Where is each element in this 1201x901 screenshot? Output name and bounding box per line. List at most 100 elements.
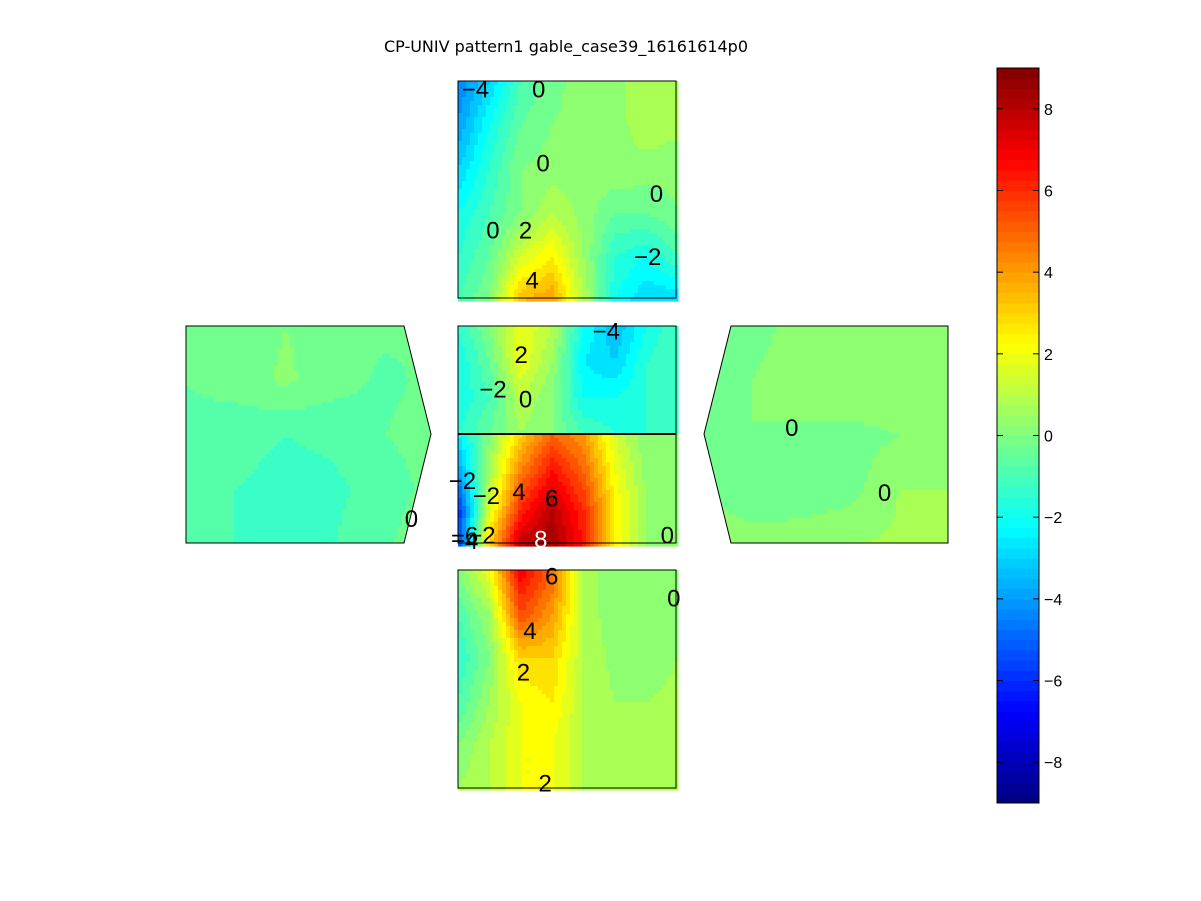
colorbar-band — [997, 547, 1039, 559]
colorbar-band — [997, 180, 1039, 191]
colorbar-tick-label: 0 — [1044, 429, 1053, 446]
contour-label: 0 — [661, 522, 674, 549]
colorbar-band — [997, 506, 1039, 518]
top-wall-field — [458, 81, 679, 302]
colorbar-band — [997, 251, 1039, 263]
colorbar-band — [997, 690, 1039, 702]
colorbar-band — [997, 394, 1039, 406]
contour-label: 4 — [525, 268, 538, 295]
colorbar-band — [997, 639, 1039, 651]
colorbar-band — [997, 609, 1039, 620]
colorbar-band — [997, 772, 1039, 784]
colorbar-band — [997, 108, 1039, 120]
roof-upper-field — [458, 326, 679, 435]
colorbar-band — [997, 139, 1039, 151]
colorbar-band — [997, 792, 1039, 804]
colorbar-band — [997, 210, 1039, 222]
contour-label: 8 — [534, 527, 547, 554]
colorbar-band — [997, 272, 1039, 283]
left-wall-outline — [185, 325, 432, 544]
colorbar-band — [997, 762, 1039, 773]
colorbar-band — [997, 649, 1039, 661]
roof-lower-field — [458, 434, 679, 547]
colorbar-band — [997, 323, 1039, 334]
contour-label: −4 — [593, 318, 620, 345]
colorbar-tick-label: −6 — [1044, 674, 1062, 691]
contour-label: −2 — [479, 377, 506, 404]
colorbar-band — [997, 741, 1039, 753]
colorbar-band — [997, 241, 1039, 253]
colorbar-band — [997, 231, 1039, 243]
right-wall-field — [704, 326, 948, 543]
colorbar-band — [997, 455, 1039, 467]
contour-label: 0 — [667, 585, 680, 612]
colorbar-band — [997, 578, 1039, 590]
colorbar-band — [997, 558, 1039, 569]
contour-label: −2 — [449, 468, 476, 495]
colorbar-band — [997, 159, 1039, 171]
bottom-wall-outline — [457, 569, 677, 789]
colorbar-band — [997, 190, 1039, 202]
contour-label: −4 — [462, 77, 489, 104]
contour-label: 0 — [650, 181, 663, 208]
colorbar-band — [997, 313, 1039, 324]
contour-label: 0 — [486, 218, 499, 245]
contour-label: −2 — [473, 483, 500, 510]
left-wall-field — [186, 326, 431, 543]
colorbar-tick-label: 4 — [1044, 265, 1053, 282]
contour-label: 0 — [785, 415, 798, 442]
contour-label: −2 — [468, 522, 495, 549]
colorbar-band — [997, 261, 1039, 273]
colorbar-tick-label: 6 — [1044, 184, 1053, 201]
colorbar-band — [997, 537, 1039, 549]
contour-label: −4 — [451, 528, 478, 555]
chart-title: CP-UNIV pattern1 gable_case39_16161614p0 — [384, 37, 748, 57]
colorbar-band — [997, 384, 1039, 396]
contour-label: 0 — [536, 150, 549, 177]
panel-left-wall: 0 — [185, 325, 432, 544]
panel-bottom-wall: 6 0 4 2 2 — [457, 564, 680, 798]
colorbar-band — [997, 527, 1039, 539]
contour-label: −6 — [451, 522, 478, 549]
colorbar-band — [997, 782, 1039, 794]
colorbar-band — [997, 78, 1039, 89]
colorbar-band — [997, 466, 1039, 477]
colorbar-band — [997, 496, 1039, 508]
panel-roof-lower: −2−2 4 6−6−2−4 8 0 — [449, 433, 679, 555]
colorbar-band — [997, 343, 1039, 355]
contour-label: 6 — [545, 564, 558, 591]
colorbar-band — [997, 119, 1039, 130]
colorbar-band — [997, 302, 1039, 314]
contour-label: 0 — [519, 386, 532, 413]
colorbar-band — [997, 670, 1039, 681]
colorbar-band — [997, 415, 1039, 426]
colorbar-band — [997, 129, 1039, 140]
colorbar-band — [997, 751, 1039, 763]
colorbar-band — [997, 404, 1039, 416]
colorbar-tick-label: −4 — [1044, 592, 1062, 609]
contour-label: 0 — [532, 77, 545, 104]
colorbar-tick-label: 8 — [1044, 102, 1053, 119]
colorbar-band — [997, 619, 1039, 630]
colorbar-band — [997, 700, 1039, 712]
colorbar-band — [997, 711, 1039, 722]
contour-label: 2 — [517, 659, 530, 686]
colorbar-band — [997, 435, 1039, 447]
right-wall-outline — [703, 325, 949, 544]
colorbar-band — [997, 88, 1039, 100]
colorbar-band — [997, 200, 1039, 212]
colorbar-band — [997, 660, 1039, 671]
contour-label: −2 — [634, 244, 661, 271]
contour-label: 6 — [545, 485, 558, 512]
colorbar-band — [997, 221, 1039, 232]
colorbar-band — [997, 333, 1039, 345]
colorbar-band — [997, 588, 1039, 600]
contour-label: 0 — [405, 506, 418, 533]
contour-label: 2 — [539, 771, 552, 798]
colorbar-tick-label: −2 — [1044, 510, 1062, 527]
top-wall-outline — [457, 80, 677, 299]
contour-label: 2 — [519, 218, 532, 245]
panel-right-wall: 00 — [703, 325, 949, 544]
